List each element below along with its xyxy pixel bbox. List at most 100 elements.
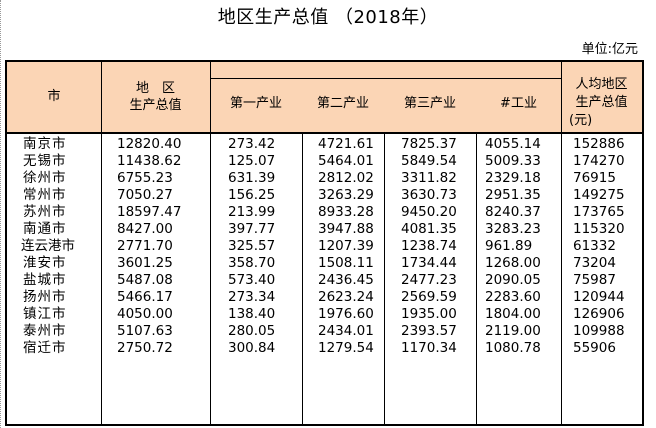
table-header: 市 地 区 生产总值 第一产业 第二产业 第三产业 #工业 人均地区 生产总值 …	[7, 62, 642, 134]
header-per-capita-line2: 生产总值	[575, 95, 628, 110]
cell-secondary: 2436.45	[318, 272, 374, 288]
cell-tertiary: 1238.74	[401, 238, 457, 254]
cell-gdp: 11438.62	[117, 153, 182, 169]
table-row: 盐城市 5487.08 573.40 2436.45 2477.23 2090.…	[7, 272, 642, 289]
cell-per-capita: 115320	[573, 221, 625, 237]
cell-city: 盐城市	[23, 272, 67, 288]
cell-gdp: 5107.63	[117, 323, 173, 339]
cell-tertiary: 1170.34	[401, 340, 457, 356]
cell-gdp: 2750.72	[117, 340, 173, 356]
cell-tertiary: 7825.37	[401, 136, 457, 152]
cell-primary: 213.99	[228, 204, 276, 220]
cell-tertiary: 3311.82	[401, 170, 457, 186]
table-row: 徐州市 6755.23 631.39 2812.02 3311.82 2329.…	[7, 170, 642, 187]
cell-tertiary: 9450.20	[401, 204, 457, 220]
table-row: 连云港市 2771.70 325.57 1207.39 1238.74 961.…	[7, 238, 642, 255]
cell-tertiary: 2393.57	[401, 323, 457, 339]
cell-per-capita: 76915	[573, 170, 616, 186]
column-divider	[302, 134, 303, 424]
cell-per-capita: 109988	[573, 323, 625, 339]
table-row: 扬州市 5466.17 273.34 2623.24 2569.59 2283.…	[7, 289, 642, 306]
header-per-capita-line3: (元)	[569, 113, 593, 128]
cell-secondary: 4721.61	[318, 136, 374, 152]
cell-per-capita: 55906	[573, 340, 616, 356]
cell-industry: 2951.35	[485, 187, 541, 203]
gdp-table: 市 地 区 生产总值 第一产业 第二产业 第三产业 #工业 人均地区 生产总值 …	[5, 60, 644, 426]
cell-primary: 300.84	[228, 340, 276, 356]
cell-gdp: 3601.25	[117, 255, 173, 271]
unit-label: 单位:亿元	[581, 42, 638, 57]
table-row: 南通市 8427.00 397.77 3947.88 4081.35 3283.…	[7, 221, 642, 238]
cell-primary: 631.39	[228, 170, 276, 186]
cell-gdp: 4050.00	[117, 306, 173, 322]
cell-gdp: 5487.08	[117, 272, 173, 288]
header-city: 市	[47, 89, 61, 104]
cell-industry: 3283.23	[485, 221, 541, 237]
cell-secondary: 8933.28	[318, 204, 374, 220]
cell-per-capita: 174270	[573, 153, 625, 169]
cell-tertiary: 1734.44	[401, 255, 457, 271]
cell-per-capita: 173765	[573, 204, 625, 220]
cell-industry: 1268.00	[485, 255, 541, 271]
cell-primary: 573.40	[228, 272, 276, 288]
cell-industry: 5009.33	[485, 153, 541, 169]
header-gdp-line2: 生产总值	[129, 98, 182, 113]
cell-city: 无锡市	[23, 153, 67, 169]
cell-industry: 2329.18	[485, 170, 541, 186]
table-row: 淮安市 3601.25 358.70 1508.11 1734.44 1268.…	[7, 255, 642, 272]
table-row: 南京市 12820.40 273.42 4721.61 7825.37 4055…	[7, 136, 642, 153]
cell-per-capita: 73204	[573, 255, 616, 271]
cell-secondary: 1976.60	[318, 306, 374, 322]
cell-industry: 961.89	[485, 238, 533, 254]
cell-gdp: 12820.40	[117, 136, 182, 152]
cell-primary: 273.42	[228, 136, 276, 152]
cell-city: 苏州市	[23, 204, 67, 220]
column-divider	[101, 62, 102, 424]
cell-tertiary: 4081.35	[401, 221, 457, 237]
cell-city: 徐州市	[23, 170, 67, 186]
cell-primary: 125.07	[228, 153, 276, 169]
table-row: 常州市 7050.27 156.25 3263.29 3630.73 2951.…	[7, 187, 642, 204]
cell-industry: 2283.60	[485, 289, 541, 305]
cell-industry: 2090.05	[485, 272, 541, 288]
cell-city: 连云港市	[21, 238, 75, 254]
cell-city: 宿迁市	[23, 340, 67, 356]
cell-gdp: 7050.27	[117, 187, 173, 203]
cell-per-capita: 120944	[573, 289, 625, 305]
cell-gdp: 8427.00	[117, 221, 173, 237]
header-per-capita-line1: 人均地区	[575, 77, 628, 92]
cell-tertiary: 2569.59	[401, 289, 457, 305]
cell-primary: 138.40	[228, 306, 276, 322]
header-sub-divider	[210, 78, 561, 79]
cell-industry: 8240.37	[485, 204, 541, 220]
cell-secondary: 1508.11	[318, 255, 374, 271]
cell-secondary: 1207.39	[318, 238, 374, 254]
cell-primary: 397.77	[228, 221, 276, 237]
cell-tertiary: 3630.73	[401, 187, 457, 203]
cell-city: 南通市	[23, 221, 67, 237]
page-edge-dotted-line	[0, 0, 1, 428]
cell-city: 南京市	[23, 136, 67, 152]
header-industry: #工业	[500, 96, 537, 111]
cell-secondary: 2812.02	[318, 170, 374, 186]
cell-city: 镇江市	[23, 306, 67, 322]
cell-per-capita: 149275	[573, 187, 625, 203]
table-row: 无锡市 11438.62 125.07 5464.01 5849.54 5009…	[7, 153, 642, 170]
cell-industry: 1804.00	[485, 306, 541, 322]
cell-secondary: 2434.01	[318, 323, 374, 339]
page-title: 地区生产总值 （2018年）	[217, 7, 439, 28]
cell-gdp: 2771.70	[117, 238, 173, 254]
cell-city: 淮安市	[23, 255, 67, 271]
cell-per-capita: 61332	[573, 238, 616, 254]
cell-secondary: 2623.24	[318, 289, 374, 305]
cell-city: 扬州市	[23, 289, 67, 305]
cell-tertiary: 2477.23	[401, 272, 457, 288]
cell-industry: 4055.14	[485, 136, 541, 152]
header-primary: 第一产业	[229, 96, 282, 111]
cell-per-capita: 126906	[573, 306, 625, 322]
cell-gdp: 5466.17	[117, 289, 173, 305]
cell-secondary: 1279.54	[318, 340, 374, 356]
cell-gdp: 6755.23	[117, 170, 173, 186]
cell-secondary: 5464.01	[318, 153, 374, 169]
table-row: 泰州市 5107.63 280.05 2434.01 2393.57 2119.…	[7, 323, 642, 340]
